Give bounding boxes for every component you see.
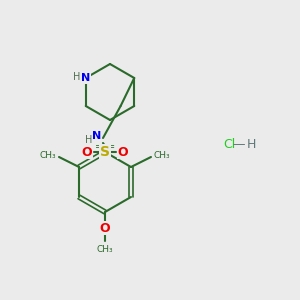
Text: N: N [81,73,90,83]
Text: S: S [100,145,110,159]
Text: O: O [118,146,128,158]
Text: =: = [95,142,103,152]
Text: H: H [246,139,256,152]
Text: N: N [92,131,102,141]
Text: Cl: Cl [223,139,235,152]
Text: H: H [73,72,80,82]
Text: —: — [233,139,245,152]
Text: CH₃: CH₃ [97,245,113,254]
Text: =: = [107,142,115,152]
Text: CH₃: CH₃ [39,152,56,160]
Text: CH₃: CH₃ [154,152,171,160]
Text: O: O [100,221,110,235]
Text: O: O [82,146,92,158]
Text: H: H [85,135,93,145]
